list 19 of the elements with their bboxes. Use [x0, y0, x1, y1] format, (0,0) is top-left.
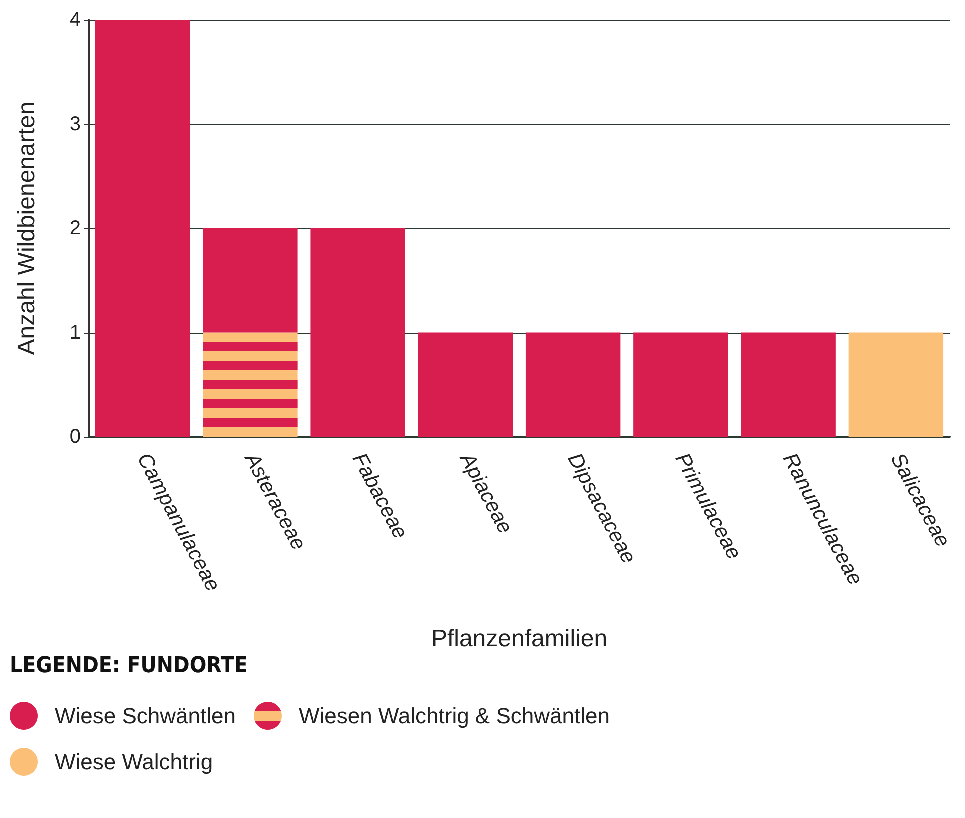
bar — [95, 20, 190, 437]
bar — [526, 332, 621, 437]
bar — [741, 332, 836, 437]
bar — [848, 332, 944, 437]
legend-label: Wiese Walchtrig — [55, 750, 214, 774]
y-tick-label: 1 — [70, 322, 81, 344]
bar — [310, 228, 406, 437]
legend-label: Wiese Schwäntlen — [55, 704, 236, 728]
y-tick-label: 3 — [70, 113, 81, 136]
y-tick-label: 2 — [70, 218, 81, 240]
legend-label: Wiesen Walchtrig & Schwäntlen — [298, 704, 610, 728]
y-axis-title: Anzahl Wildbienenarten — [14, 102, 40, 356]
y-tick-label: 4 — [70, 9, 81, 31]
bar — [203, 228, 298, 333]
y-tick-label: 0 — [70, 426, 81, 448]
bar — [418, 332, 514, 437]
legend-title: LEGENDE: FUNDORTE — [10, 654, 248, 678]
bar — [634, 332, 728, 437]
x-axis-title: Pflanzenfamilien — [431, 626, 608, 652]
